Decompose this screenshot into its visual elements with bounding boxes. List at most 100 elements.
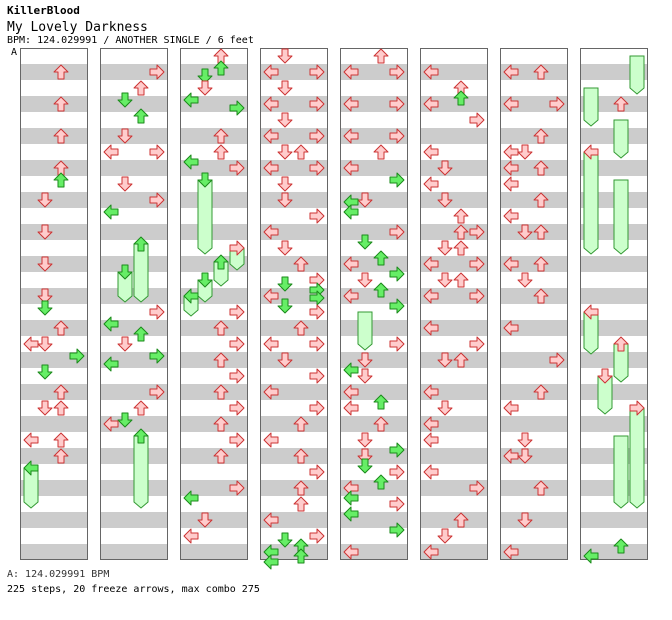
- up-arrow-icon: [373, 250, 389, 266]
- beat-stripe: [100, 128, 168, 144]
- left-arrow-icon: [423, 464, 439, 480]
- up-arrow-icon: [453, 512, 469, 528]
- down-arrow-icon: [37, 364, 53, 380]
- left-arrow-icon: [423, 144, 439, 160]
- down-arrow-icon: [277, 298, 293, 314]
- beat-stripe: [260, 512, 328, 528]
- freeze-arrow: [133, 243, 149, 303]
- left-arrow-icon: [23, 460, 39, 476]
- beat-stripe: [340, 128, 408, 144]
- down-arrow-icon: [37, 224, 53, 240]
- down-arrow-icon: [517, 272, 533, 288]
- right-arrow-icon: [149, 144, 165, 160]
- down-arrow-icon: [517, 224, 533, 240]
- left-arrow-icon: [343, 506, 359, 522]
- up-arrow-icon: [53, 448, 69, 464]
- down-arrow-icon: [197, 172, 213, 188]
- right-arrow-icon: [149, 192, 165, 208]
- beat-stripe: [100, 544, 168, 560]
- chart-column-border: [180, 48, 248, 560]
- right-arrow-icon: [309, 290, 325, 306]
- right-arrow-icon: [469, 288, 485, 304]
- chart-column-border: [500, 48, 568, 560]
- freeze-arrow: [583, 87, 599, 127]
- beat-stripe: [20, 256, 88, 272]
- up-arrow-icon: [293, 480, 309, 496]
- right-arrow-icon: [469, 224, 485, 240]
- down-arrow-icon: [437, 400, 453, 416]
- down-arrow-icon: [357, 192, 373, 208]
- left-arrow-icon: [423, 320, 439, 336]
- left-arrow-icon: [503, 256, 519, 272]
- down-arrow-icon: [197, 68, 213, 84]
- left-arrow-icon: [583, 304, 599, 320]
- up-arrow-icon: [53, 96, 69, 112]
- down-arrow-icon: [37, 192, 53, 208]
- down-arrow-icon: [117, 412, 133, 428]
- up-arrow-icon: [453, 352, 469, 368]
- left-arrow-icon: [343, 490, 359, 506]
- left-arrow-icon: [23, 432, 39, 448]
- right-arrow-icon: [229, 368, 245, 384]
- up-arrow-icon: [533, 160, 549, 176]
- up-arrow-icon: [53, 320, 69, 336]
- left-arrow-icon: [503, 96, 519, 112]
- right-arrow-icon: [389, 298, 405, 314]
- freeze-arrow: [613, 119, 629, 159]
- left-arrow-icon: [503, 176, 519, 192]
- beat-stripe: [260, 128, 328, 144]
- beat-stripe: [260, 96, 328, 112]
- left-arrow-icon: [183, 490, 199, 506]
- up-arrow-icon: [613, 336, 629, 352]
- left-arrow-icon: [263, 336, 279, 352]
- beat-stripe: [20, 512, 88, 528]
- right-arrow-icon: [69, 348, 85, 364]
- left-arrow-icon: [343, 256, 359, 272]
- beat-stripe: [420, 320, 488, 336]
- freeze-arrow: [583, 151, 599, 255]
- beat-stripe: [340, 64, 408, 80]
- beat-stripe: [420, 416, 488, 432]
- left-arrow-icon: [423, 176, 439, 192]
- down-arrow-icon: [357, 432, 373, 448]
- up-arrow-icon: [53, 64, 69, 80]
- beat-stripe: [580, 288, 648, 304]
- beat-stripe: [500, 512, 568, 528]
- down-arrow-icon: [277, 192, 293, 208]
- artist-name: KillerBlood: [7, 4, 80, 17]
- up-arrow-icon: [213, 144, 229, 160]
- chart-column-border: [580, 48, 648, 560]
- beat-stripe: [340, 384, 408, 400]
- chart-column-border: [420, 48, 488, 560]
- up-arrow-icon: [293, 416, 309, 432]
- left-arrow-icon: [103, 416, 119, 432]
- left-arrow-icon: [103, 316, 119, 332]
- left-arrow-icon: [423, 544, 439, 560]
- right-arrow-icon: [389, 336, 405, 352]
- chart-column-border: [20, 48, 88, 560]
- right-arrow-icon: [469, 112, 485, 128]
- beat-stripe: [20, 416, 88, 432]
- beat-stripe: [100, 416, 168, 432]
- beat-stripe: [580, 512, 648, 528]
- beat-stripe: [500, 96, 568, 112]
- beat-stripe: [580, 256, 648, 272]
- beat-stripe: [260, 64, 328, 80]
- left-arrow-icon: [423, 64, 439, 80]
- beat-stripe: [500, 416, 568, 432]
- right-arrow-icon: [389, 224, 405, 240]
- up-arrow-icon: [373, 48, 389, 64]
- left-arrow-icon: [503, 160, 519, 176]
- left-arrow-icon: [183, 528, 199, 544]
- beat-stripe: [260, 192, 328, 208]
- beat-stripe: [100, 96, 168, 112]
- beat-stripe: [100, 384, 168, 400]
- freeze-arrow: [613, 179, 629, 255]
- down-arrow-icon: [437, 272, 453, 288]
- beat-stripe: [580, 384, 648, 400]
- left-arrow-icon: [343, 160, 359, 176]
- right-arrow-icon: [389, 96, 405, 112]
- left-arrow-icon: [583, 144, 599, 160]
- right-arrow-icon: [309, 528, 325, 544]
- right-arrow-icon: [389, 496, 405, 512]
